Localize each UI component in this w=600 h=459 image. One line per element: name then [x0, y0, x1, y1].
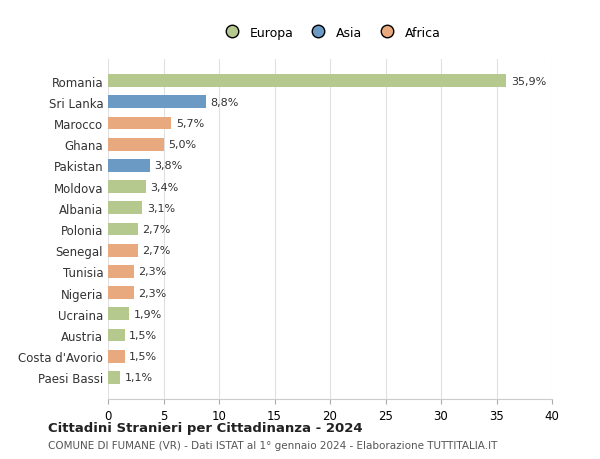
Text: 3,8%: 3,8%: [155, 161, 183, 171]
Text: 2,7%: 2,7%: [142, 224, 171, 235]
Bar: [108, 202, 142, 215]
Text: 5,7%: 5,7%: [176, 119, 204, 129]
Bar: [108, 160, 150, 173]
Text: 2,3%: 2,3%: [138, 288, 166, 298]
Bar: [108, 350, 125, 363]
Bar: [108, 329, 125, 341]
Bar: [108, 265, 134, 278]
Bar: [108, 223, 138, 236]
Text: 2,3%: 2,3%: [138, 267, 166, 277]
Bar: [108, 371, 120, 384]
Text: 1,1%: 1,1%: [125, 373, 153, 382]
Bar: [108, 75, 506, 88]
Text: 3,1%: 3,1%: [147, 203, 175, 213]
Text: 3,4%: 3,4%: [150, 182, 178, 192]
Legend: Europa, Asia, Africa: Europa, Asia, Africa: [215, 22, 445, 45]
Text: 1,5%: 1,5%: [129, 330, 157, 340]
Text: 2,7%: 2,7%: [142, 246, 171, 256]
Text: 35,9%: 35,9%: [511, 77, 546, 86]
Bar: [108, 286, 134, 299]
Text: 5,0%: 5,0%: [168, 140, 196, 150]
Text: COMUNE DI FUMANE (VR) - Dati ISTAT al 1° gennaio 2024 - Elaborazione TUTTITALIA.: COMUNE DI FUMANE (VR) - Dati ISTAT al 1°…: [48, 440, 497, 450]
Text: 1,5%: 1,5%: [129, 352, 157, 361]
Bar: [108, 118, 171, 130]
Text: Cittadini Stranieri per Cittadinanza - 2024: Cittadini Stranieri per Cittadinanza - 2…: [48, 421, 362, 434]
Bar: [108, 139, 163, 151]
Bar: [108, 96, 206, 109]
Text: 1,9%: 1,9%: [134, 309, 162, 319]
Bar: [108, 308, 129, 320]
Bar: [108, 244, 138, 257]
Text: 8,8%: 8,8%: [210, 98, 238, 107]
Bar: [108, 181, 146, 194]
